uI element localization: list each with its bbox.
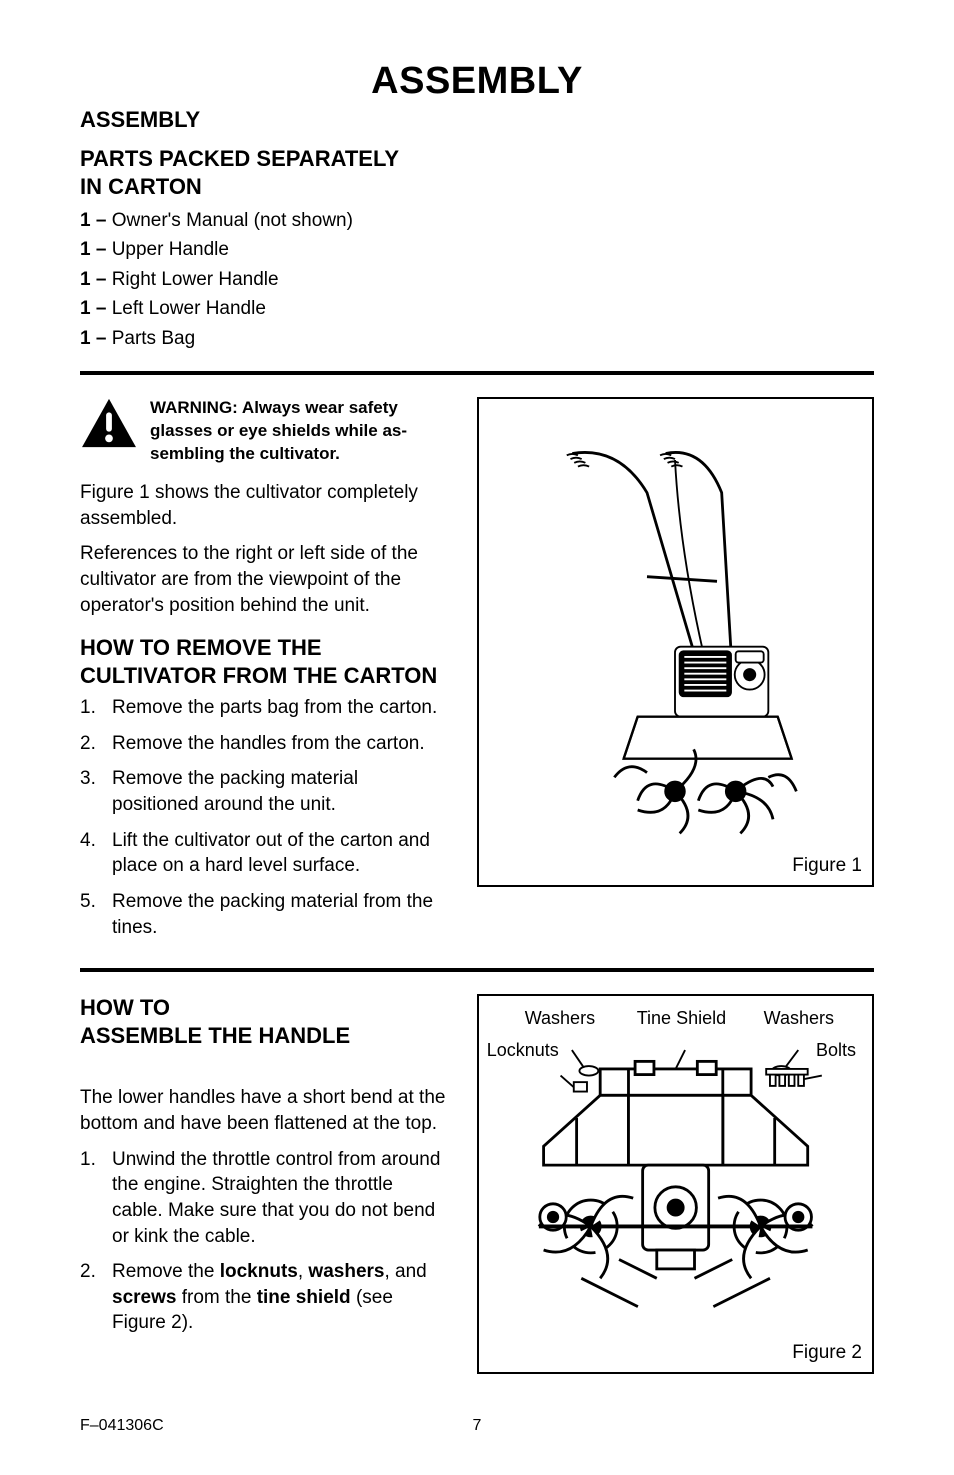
section-heading-assembly: ASSEMBLY — [80, 107, 874, 133]
part-desc: Right Lower Handle — [112, 269, 279, 290]
assemble-heading-l2: ASSEMBLE THE HANDLE — [80, 1023, 350, 1048]
step-num: 5. — [80, 889, 96, 915]
list-item: 2. Remove the handles from the carton. — [80, 731, 447, 757]
figure-2-label: Figure 2 — [792, 1342, 862, 1364]
assemble-heading-l1: HOW TO — [80, 995, 170, 1020]
figure-1-label: Figure 1 — [792, 855, 862, 877]
part-qty: 1 – — [80, 298, 106, 319]
warning-icon — [80, 397, 138, 449]
part-desc: Owner's Manual (not shown) — [112, 210, 353, 231]
parts-heading-l1: PARTS PACKED SEPARATELY — [80, 146, 399, 171]
list-item: 1. Remove the parts bag from the carton. — [80, 695, 447, 721]
parts-heading-l2: IN CARTON — [80, 174, 202, 199]
t: from the — [176, 1287, 256, 1308]
step-text: Unwind the throttle control from around … — [112, 1149, 440, 1247]
parts-list: 1 – Owner's Manual (not shown) 1 – Upper… — [80, 206, 874, 353]
part-qty: 1 – — [80, 239, 106, 260]
list-item: 4. Lift the cultivator out of the carton … — [80, 828, 447, 879]
list-item: 2. Remove the locknuts, washers, and scr… — [80, 1259, 447, 1336]
remove-heading: HOW TO REMOVE THE CULTIVATOR FROM THE CA… — [80, 634, 447, 689]
step-num: 1. — [80, 695, 96, 721]
t: washers — [308, 1261, 384, 1282]
part-qty: 1 – — [80, 328, 106, 349]
warning-text: WARNING: Always wear safety glasses or e… — [150, 397, 407, 466]
warning-l2: glasses or eye shields while as- — [150, 421, 407, 440]
t: , — [298, 1261, 309, 1282]
part-desc: Left Lower Handle — [112, 298, 266, 319]
list-item: 1 – Owner's Manual (not shown) — [80, 206, 874, 235]
step-num: 2. — [80, 731, 96, 757]
warning-block: WARNING: Always wear safety glasses or e… — [80, 397, 447, 466]
step-num: 4. — [80, 828, 96, 854]
part-qty: 1 – — [80, 269, 106, 290]
doc-id: F–041306C — [80, 1417, 164, 1435]
part-desc: Parts Bag — [112, 328, 195, 349]
t: locknuts — [220, 1261, 298, 1282]
t: Remove the — [112, 1261, 220, 1282]
page-footer: F–041306C 7 — [80, 1417, 874, 1435]
step-text: Lift the cultivator out of the carton an… — [112, 830, 430, 877]
list-item: 1 – Right Lower Handle — [80, 265, 874, 294]
step-text: Remove the handles from the carton. — [112, 733, 425, 754]
page-number: 7 — [473, 1417, 482, 1435]
figure-1-box: Figure 1 — [477, 397, 874, 887]
figure-2-box: Washers Tine Shield Washers Locknuts Bol… — [477, 994, 874, 1374]
remove-steps-list: 1.Remove the parts bag from the carton. … — [80, 695, 447, 940]
list-item: 1 – Upper Handle — [80, 235, 874, 264]
t: tine shield — [257, 1287, 351, 1308]
assemble-intro: The lower handles have a short bend at t… — [80, 1085, 447, 1136]
remove-heading-l2: CULTIVATOR FROM THE CARTON — [80, 663, 437, 688]
intro-paragraph-1: Figure 1 shows the cultivator completely… — [80, 480, 447, 531]
parts-heading: PARTS PACKED SEPARATELY IN CARTON — [80, 145, 874, 200]
list-item: 5. Remove the packing material from the t… — [80, 889, 447, 940]
part-qty: 1 – — [80, 210, 106, 231]
intro-paragraph-2: References to the right or left side of … — [80, 541, 447, 618]
step-text: Remove the locknuts, washers, and screws… — [112, 1261, 427, 1333]
list-item: 3. Remove the packing material positioned… — [80, 766, 447, 817]
list-item: 1 – Left Lower Handle — [80, 294, 874, 323]
divider — [80, 968, 874, 972]
remove-heading-l1: HOW TO REMOVE THE — [80, 635, 322, 660]
warning-l1: WARNING: Always wear safety — [150, 398, 398, 417]
step-text: Remove the packing material positioned a… — [112, 768, 358, 815]
t: screws — [112, 1287, 176, 1308]
list-item: 1. Unwind the throttle control from aroun… — [80, 1147, 447, 1250]
assemble-heading: HOW TO ASSEMBLE THE HANDLE — [80, 994, 447, 1049]
divider — [80, 371, 874, 375]
step-num: 1. — [80, 1147, 96, 1173]
step-num: 2. — [80, 1259, 96, 1285]
part-desc: Upper Handle — [112, 239, 229, 260]
list-item: 1 – Parts Bag — [80, 324, 874, 353]
tine-shield-illustration — [487, 1004, 864, 1364]
page-title: ASSEMBLY — [80, 60, 874, 103]
cultivator-illustration — [535, 422, 815, 862]
assemble-steps-list: 1. Unwind the throttle control from aroun… — [80, 1147, 447, 1336]
warning-l3: sembling the cultivator. — [150, 444, 340, 463]
step-text: Remove the parts bag from the carton. — [112, 697, 437, 718]
step-num: 3. — [80, 766, 96, 792]
t: , and — [384, 1261, 426, 1282]
step-text: Remove the packing material from the tin… — [112, 891, 433, 938]
